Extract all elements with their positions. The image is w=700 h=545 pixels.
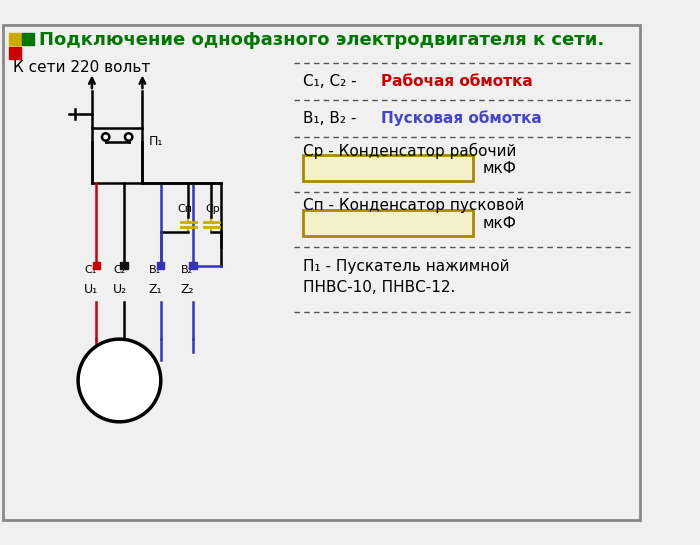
Bar <box>93 262 100 269</box>
Text: В₁, В₂ -: В₁, В₂ - <box>303 111 361 126</box>
FancyBboxPatch shape <box>303 155 473 181</box>
Text: Подключение однофазного электродвигателя к сети.: Подключение однофазного электродвигателя… <box>38 31 604 49</box>
Text: К сети 220 вольт: К сети 220 вольт <box>13 59 150 75</box>
Text: мкФ: мкФ <box>482 216 516 231</box>
Circle shape <box>78 339 161 422</box>
Text: П₁: П₁ <box>149 135 163 148</box>
Bar <box>9 47 21 59</box>
Text: мкФ: мкФ <box>482 161 516 175</box>
Text: С₁: С₁ <box>85 265 97 275</box>
FancyBboxPatch shape <box>303 210 473 236</box>
Circle shape <box>125 134 132 141</box>
Text: Ср - Конденсатор рабочий: Ср - Конденсатор рабочий <box>303 143 517 159</box>
Bar <box>189 262 197 269</box>
Text: U₁: U₁ <box>84 283 98 296</box>
Text: М: М <box>110 362 129 381</box>
Text: Ср: Ср <box>206 204 220 214</box>
Bar <box>157 262 164 269</box>
Text: В₁: В₁ <box>149 265 161 275</box>
Text: Рабочая обмотка: Рабочая обмотка <box>382 74 533 89</box>
Text: П₁ - Пускатель нажимной
ПНВС-10, ПНВС-12.: П₁ - Пускатель нажимной ПНВС-10, ПНВС-12… <box>303 259 510 295</box>
Text: Сп - Конденсатор пусковой: Сп - Конденсатор пусковой <box>303 198 524 214</box>
Text: С₂: С₂ <box>113 265 125 275</box>
Text: В₂: В₂ <box>181 265 193 275</box>
Text: Z₂: Z₂ <box>181 283 194 296</box>
Bar <box>9 33 21 45</box>
Bar <box>120 262 127 269</box>
Text: 1~: 1~ <box>106 378 132 396</box>
Text: U₂: U₂ <box>113 283 127 296</box>
Text: Сп: Сп <box>177 204 192 214</box>
Text: Z₁: Z₁ <box>148 283 162 296</box>
Circle shape <box>102 134 109 141</box>
Text: С₁, С₂ -: С₁, С₂ - <box>303 74 362 89</box>
Text: Пусковая обмотка: Пусковая обмотка <box>382 111 542 126</box>
Bar <box>22 33 34 45</box>
